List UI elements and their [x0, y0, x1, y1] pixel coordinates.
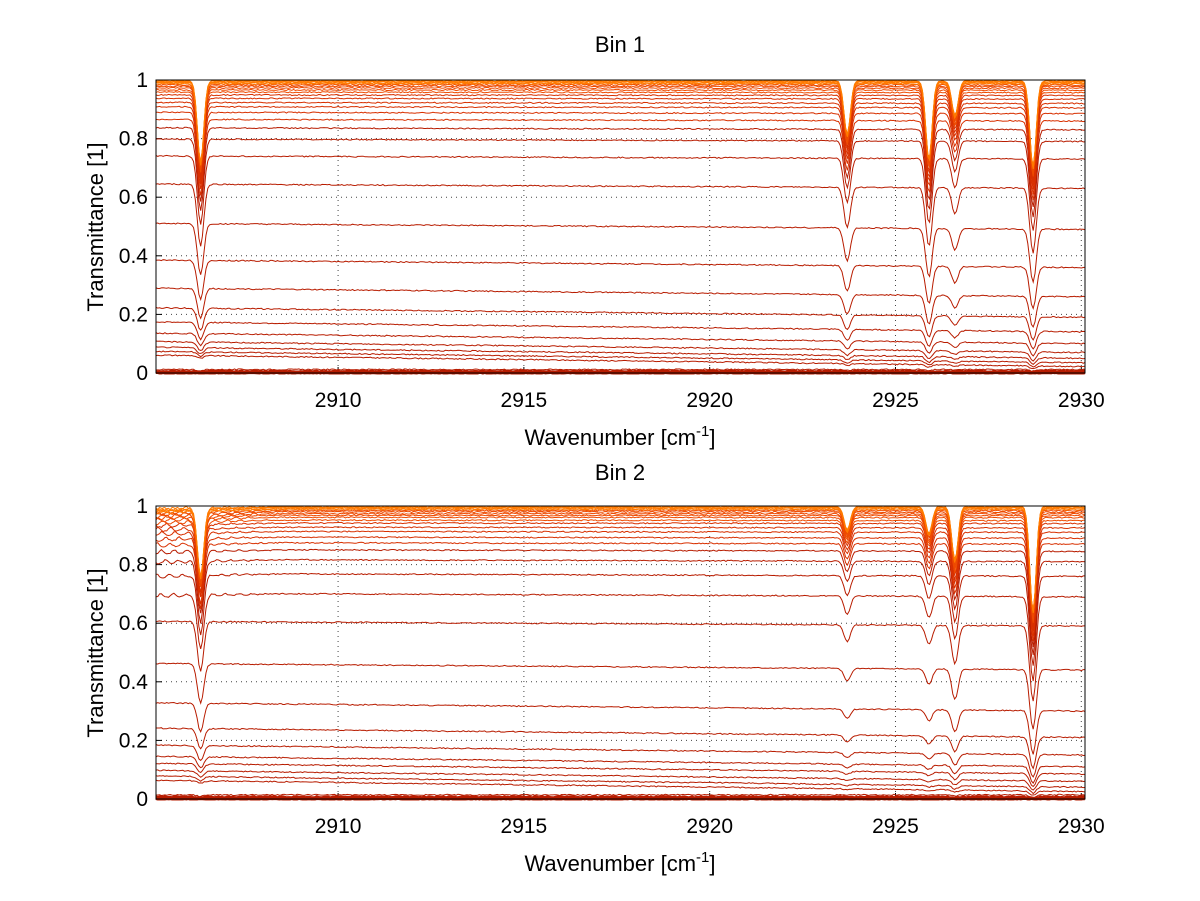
spectrum-line: [155, 775, 1086, 795]
y-axis-label: Transmittance [1]: [83, 142, 108, 311]
spectrum-line: [155, 769, 1086, 791]
spectrum-line: [155, 795, 1086, 801]
spectrum-line: [155, 701, 1086, 755]
x-tick-label: 2910: [315, 389, 362, 412]
x-tick-labels: 2910 2915 2920 2925 2930: [315, 815, 1105, 838]
spectrum-line: [155, 779, 1086, 796]
x-tick-label: 2930: [1058, 389, 1105, 412]
spectrum-line: [155, 368, 1086, 372]
spectrum-line: [155, 519, 1086, 623]
spectrum-line: [155, 558, 1086, 656]
y-tick-label: 0: [136, 362, 148, 385]
spectrum-line: [156, 321, 1086, 350]
spectrum-line: [155, 183, 1086, 254]
spectrum-line: [155, 662, 1085, 730]
spectrum-line: [155, 306, 1086, 341]
chart-title: Bin 1: [595, 32, 645, 57]
chart-title: Bin 2: [595, 460, 645, 485]
spectrum-line: [155, 154, 1086, 231]
spectrum-line: [155, 620, 1085, 702]
plot-area-frame: [155, 79, 1086, 374]
x-tick-label: 2930: [1058, 815, 1105, 838]
spectrum-line: [155, 548, 1086, 647]
spectrum-line: [155, 516, 1086, 621]
x-axis-label: Wavenumber [cm-1]: [524, 423, 715, 450]
spectrum-line: [155, 572, 1085, 666]
spectrum-line: [155, 118, 1086, 201]
spectrum-line: [155, 369, 1086, 375]
y-tick-label: 1: [136, 69, 148, 92]
spectrum-line: [155, 521, 1086, 625]
y-tick-label: 0.6: [119, 186, 148, 209]
spectrum-line: [155, 287, 1086, 328]
spectrum-line: [155, 755, 1086, 784]
x-tick-label: 2925: [872, 389, 919, 412]
spectrum-line: [155, 340, 1086, 362]
x-axis-label: Wavenumber [cm-1]: [524, 849, 715, 876]
y-tick-label: 0.2: [119, 729, 148, 752]
spectrum-line: [155, 354, 1086, 370]
spectrum-line: [156, 727, 1086, 770]
spectrum-line: [155, 350, 1086, 368]
spectrum-line: [156, 762, 1085, 788]
y-axis-label: Transmittance [1]: [83, 568, 108, 737]
spectrum-line: [155, 744, 1086, 778]
x-tick-label: 2915: [501, 815, 548, 838]
spectrum-line: [155, 592, 1085, 682]
y-tick-label: 0.2: [119, 303, 148, 326]
x-tick-label: 2920: [686, 815, 733, 838]
chart-panel-bin-1: Bin 1 2910 2915 2920 2925 2930 0 0.2 0.4 0.6 0.8…: [83, 32, 1105, 450]
y-tick-label: 0.8: [119, 128, 148, 151]
spectrum-line: [155, 536, 1086, 637]
chart-panel-bin-2: Bin 2 2910 2915 2920 2925 2930 0 0.2 0.4 0.6 0.8…: [83, 460, 1105, 876]
x-tick-label: 2915: [501, 389, 548, 412]
spectrum-line: [155, 530, 1085, 632]
spectrum-line: [155, 259, 1086, 310]
spectrum-line: [156, 512, 1086, 617]
spectrum-line: [155, 346, 1086, 366]
y-tick-labels: 0 0.2 0.4 0.6 0.8 1: [119, 495, 149, 811]
x-tick-label: 2910: [315, 815, 362, 838]
y-tick-label: 0.4: [119, 671, 149, 694]
spectrum-line: [155, 138, 1085, 218]
spectrum-line: [156, 793, 1086, 798]
spectrum-line: [155, 222, 1086, 284]
y-tick-label: 1: [136, 495, 148, 518]
y-tick-label: 0.4: [119, 245, 149, 268]
y-tick-labels: 0 0.2 0.4 0.6 0.8 1: [119, 69, 149, 385]
y-tick-label: 0.8: [119, 554, 148, 577]
spectrum-line: [155, 332, 1086, 357]
y-tick-label: 0: [136, 788, 148, 811]
spectrum-line: [155, 526, 1086, 629]
spectrum-line: [155, 126, 1086, 207]
plot-area-frame: [155, 505, 1086, 800]
x-tick-label: 2920: [686, 389, 733, 412]
spectrum-line: [155, 541, 1086, 642]
y-tick-label: 0.6: [119, 612, 148, 635]
x-tick-label: 2925: [872, 815, 919, 838]
x-tick-labels: 2910 2915 2920 2925 2930: [315, 389, 1105, 412]
